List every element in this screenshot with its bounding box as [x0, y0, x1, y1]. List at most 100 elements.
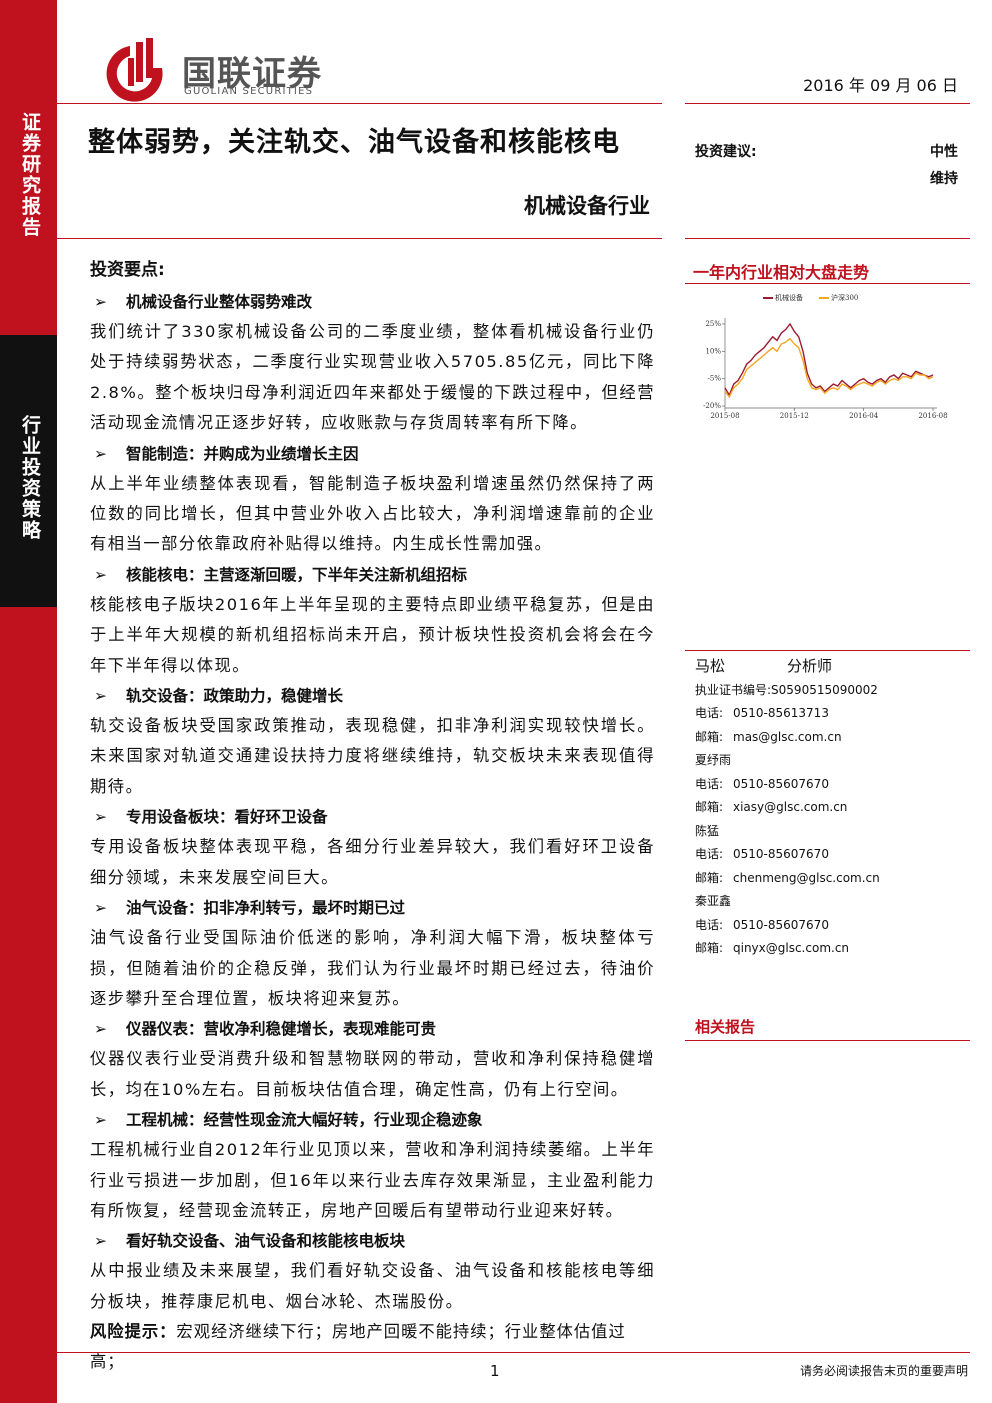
name: 秦亚鑫: [695, 894, 732, 908]
sidebar: [0, 0, 57, 1403]
subtitle: 机械设备行业: [524, 193, 650, 218]
email-label: 邮箱:: [695, 800, 724, 814]
disclaimer: 请务必阅读报告末页的重要声明: [799, 1364, 968, 1378]
phone: 电话: 0510-85613713: [695, 702, 970, 726]
bullet: ➢: [94, 1111, 107, 1130]
point-body: 从上半年业绩整体表现看，智能制造子板块盈利增速虽然仍然保持了两位数的同比增长，但…: [90, 473, 655, 554]
x-tick-label: 2016-08: [918, 412, 947, 420]
email-value: qinyx@glsc.com.cn: [733, 941, 850, 955]
phone: 电话: 0510-85607670: [695, 773, 970, 797]
y-tick-label: 10%: [705, 347, 721, 355]
sidebar-label: 证券研究报告: [19, 112, 41, 238]
x-tick-label: 2016-04: [849, 412, 879, 420]
divider: [685, 283, 970, 284]
legend-label: 沪深300: [831, 293, 858, 302]
legend-label: 机械设备: [775, 293, 803, 302]
phone-value: 0510-85607670: [733, 847, 829, 861]
phone-label: 电话:: [695, 706, 724, 720]
divider: [57, 1352, 970, 1353]
email-value: mas@glsc.com.cn: [733, 729, 842, 744]
email: 邮箱: mas@glsc.com.cn: [695, 726, 970, 750]
points: ➢ 机械设备行业整体弱势难改 我们统计了330家机械设备公司的二季度业绩，整体看机械…: [90, 287, 655, 1377]
y-tick-label: -5%: [708, 375, 722, 383]
point-heading: ➢ 看好轨交设备、油气设备和核能核电板块: [90, 1226, 655, 1256]
phone: 电话: 0510-85607670: [695, 843, 970, 867]
point-heading-text: 轨交设备：政策助力，稳健增长: [126, 687, 344, 706]
point-body: 从中报业绩及未来展望，我们看好轨交设备、油气设备和核能核电等细分板块，推荐康尼机…: [90, 1261, 655, 1311]
divider: [685, 650, 970, 651]
logo-mark: [106, 38, 163, 102]
point-heading-text: 油气设备：扣非净利转亏，最坏时期已过: [126, 899, 406, 918]
bullet: ➢: [94, 1020, 107, 1039]
divider: [685, 103, 970, 104]
bullet: ➢: [94, 1232, 107, 1251]
divider: [685, 238, 970, 239]
point-body: 工程机械行业自2012年行业见顶以来，营收和净利润持续萎缩。上半年行业亏损进一步…: [90, 1140, 655, 1220]
analyst-name: 秦亚鑫: [695, 890, 970, 914]
analyst-name: 陈猛: [695, 820, 970, 844]
point-body: 专用设备板块整体表现平稳，各细分行业差异较大，我们看好环卫设备细分领域，未来发展…: [90, 837, 655, 887]
email: 邮箱: xiasy@glsc.com.cn: [695, 796, 970, 820]
bullet: ➢: [94, 293, 107, 311]
phone-value: 0510-85607670: [733, 917, 829, 932]
logo-subtext: GUOLIAN SECURITIES: [184, 86, 314, 97]
point-heading: ➢ 工程机械：经营性现金流大幅好转，行业现企稳迹象: [90, 1105, 655, 1135]
divider: [57, 103, 662, 104]
role: 分析师: [787, 657, 833, 675]
bullet: ➢: [94, 808, 107, 827]
email: 邮箱: chenmeng@glsc.com.cn: [695, 867, 970, 891]
email-value: chenmeng@glsc.com.cn: [733, 870, 880, 885]
divider: [685, 1040, 970, 1041]
point-heading-text: 看好轨交设备、油气设备和核能核电板块: [126, 1232, 406, 1251]
point-body: 轨交设备板块受国家政策推动，表现稳健，扣非净利润实现较快增长。未来国家对轨道交通…: [90, 716, 655, 796]
rating-change: 维持: [930, 171, 958, 187]
date: 2016 年 09 月 06 日: [803, 76, 958, 95]
name: 陈猛: [695, 823, 720, 838]
phone-label: 电话:: [695, 776, 724, 791]
email-label: 邮箱:: [695, 729, 724, 744]
point-heading: ➢ 核能核电：主营逐渐回暖，下半年关注新机组招标: [90, 560, 655, 590]
point-heading: ➢ 智能制造：并购成为业绩增长主因: [90, 439, 655, 469]
title: 整体弱势，关注轨交、油气设备和核能核电: [88, 127, 620, 158]
point-heading: ➢ 机械设备行业整体弱势难改: [90, 287, 655, 317]
sidebar-block: [0, 335, 57, 607]
point-heading: ➢ 专用设备板块：看好环卫设备: [90, 802, 655, 832]
y-tick-label: 25%: [705, 320, 721, 328]
point-body: 仪器仪表行业受消费升级和智慧物联网的带动，营收和净利保持稳健增长，均在10%左右…: [90, 1049, 655, 1099]
section-heading: 投资要点:: [90, 260, 165, 280]
bullet: ➢: [94, 565, 107, 584]
point-heading-text: 核能核电：主营逐渐回暖，下半年关注新机组招标: [126, 565, 468, 584]
phone-value: 0510-85613713: [733, 706, 829, 720]
series-line: [724, 337, 934, 399]
divider: [57, 238, 662, 239]
phone-value: 0510-85607670: [733, 776, 829, 791]
contacts: 马松 分析师执业证书编号:S0590515090002 电话: 0510-856137…: [695, 655, 970, 961]
risk-text: 宏观经济继续下行；房地产回暖不能持续；行业整体估值过高；: [90, 1322, 626, 1372]
chart: 25% 10% -5% -20% 2015-08 2015-12 2016-04 2016-0…: [703, 293, 947, 420]
y-tick-label: -20%: [703, 402, 721, 410]
point-heading: ➢ 油气设备：扣非净利转亏，最坏时期已过: [90, 893, 655, 923]
analyst-name: 马松 分析师: [695, 655, 970, 679]
point-body: 油气设备行业受国际油价低迷的影响，净利润大幅下滑，板块整体亏损，但随着油价的企稳…: [90, 928, 655, 1008]
cert-value: S0590515090002: [771, 682, 878, 697]
cert-label: 执业证书编号:: [695, 682, 772, 697]
x-tick-label: 2015-08: [710, 412, 739, 420]
page-number: 1: [490, 1362, 500, 1380]
related-heading: 相关报告: [695, 1018, 756, 1036]
point-heading-text: 专用设备板块：看好环卫设备: [126, 808, 328, 827]
series-line: [724, 322, 934, 397]
point-heading-text: 工程机械：经营性现金流大幅好转，行业现企稳迹象: [126, 1111, 483, 1130]
analyst-name: 夏纾雨: [695, 749, 970, 773]
point-heading: ➢ 轨交设备：政策助力，稳健增长: [90, 681, 655, 711]
risk-label: 风险提示：: [90, 1322, 177, 1342]
rating-label: 投资建议:: [695, 144, 757, 160]
point-heading-text: 仪器仪表：营收净利稳健增长，表现难能可贵: [126, 1020, 437, 1039]
name: 夏纾雨: [695, 753, 732, 767]
bullet: ➢: [94, 444, 107, 463]
point-body: 核能核电子版块2016年上半年呈现的主要特点即业绩平稳复苏，但是由于上半年大规模…: [90, 594, 655, 675]
phone-label: 电话:: [695, 917, 724, 932]
risk: 风险提示：宏观经济继续下行；房地产回暖不能持续；行业整体估值过高；: [90, 1317, 655, 1377]
logo-text: 国联证券: [182, 54, 322, 94]
phone: 电话: 0510-85607670: [695, 914, 970, 938]
